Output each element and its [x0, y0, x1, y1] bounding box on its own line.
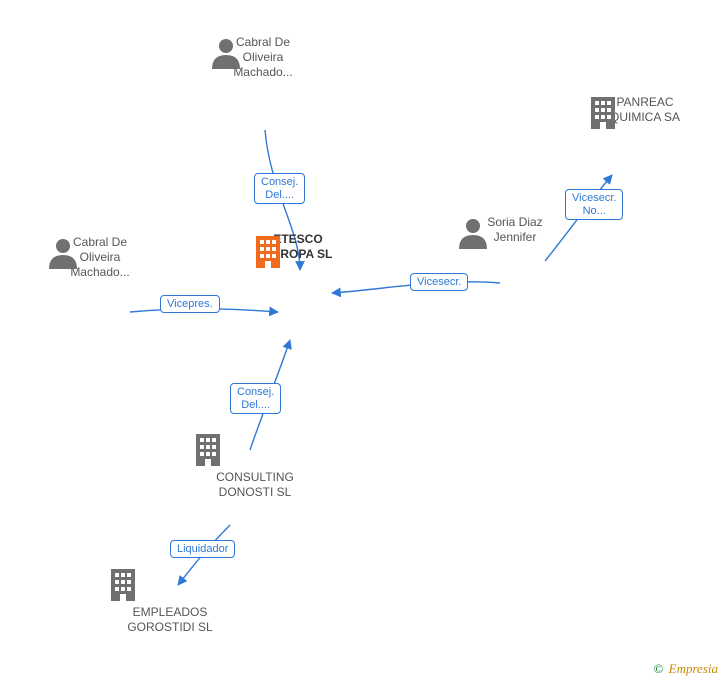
node-label-line1: PANREAC — [585, 95, 705, 110]
edge-label-text: Liquidador — [177, 543, 228, 555]
node-label-line2: QUIMICA SA — [585, 110, 705, 125]
node-label-line1: Cabral De — [208, 35, 318, 50]
node-label-line2: DONOSTI SL — [190, 485, 320, 500]
node-etesco-europa[interactable]: ETESCO EUROPA SL — [248, 232, 348, 262]
edge-label-text: Vicepres. — [167, 298, 213, 310]
node-empleados[interactable]: EMPLEADOS GOROSTIDI SL — [105, 605, 235, 635]
credit-text: Empresia — [669, 661, 718, 676]
edge-label-text: Vicesecr. — [417, 276, 461, 288]
edge-label-consej-top[interactable]: Consej. Del.... Consej.Del.... — [254, 173, 305, 204]
node-cabral-left[interactable]: Cabral De Oliveira Machado... — [45, 235, 155, 280]
node-label-line3: Machado... — [45, 265, 155, 280]
node-label-line2: Oliveira — [45, 250, 155, 265]
node-title-line1: ETESCO — [273, 232, 322, 246]
node-title-line2: EUROPA SL — [264, 247, 333, 261]
node-label-line1: Soria Diaz — [455, 215, 575, 230]
node-label-line2: Jennifer — [455, 230, 575, 245]
node-cabral-top[interactable]: Cabral De Oliveira Machado... — [208, 35, 318, 80]
edge-label-vicesecr[interactable]: Vicesecr. — [410, 273, 468, 291]
node-soria[interactable]: Soria Diaz Jennifer — [455, 215, 575, 245]
diagram-canvas: { "width": 728, "height": 685, "colors":… — [0, 0, 728, 685]
credit-note: © Empresia — [654, 661, 719, 677]
node-label-line3: Machado... — [208, 65, 318, 80]
edge-label-consej-bottom[interactable]: Consej. Del.... Consej.Del.... — [230, 383, 281, 414]
edge-label-vicesecr-no[interactable]: Vicesecr. No... Vicesecr.No... — [565, 189, 623, 220]
node-consulting[interactable]: CONSULTING DONOSTI SL — [190, 470, 320, 500]
node-label-line1: CONSULTING — [190, 470, 320, 485]
node-label-line2: GOROSTIDI SL — [105, 620, 235, 635]
node-panreac[interactable]: PANREAC QUIMICA SA — [585, 95, 705, 125]
building-icon — [190, 432, 226, 468]
node-label-line2: Oliveira — [208, 50, 318, 65]
building-icon — [105, 567, 141, 603]
edge-label-vicepres[interactable]: Vicepres. — [160, 295, 220, 313]
node-label-line1: EMPLEADOS — [105, 605, 235, 620]
node-label-line1: Cabral De — [45, 235, 155, 250]
copyright-symbol: © — [654, 661, 664, 676]
edge-label-liquidador[interactable]: Liquidador — [170, 540, 235, 558]
